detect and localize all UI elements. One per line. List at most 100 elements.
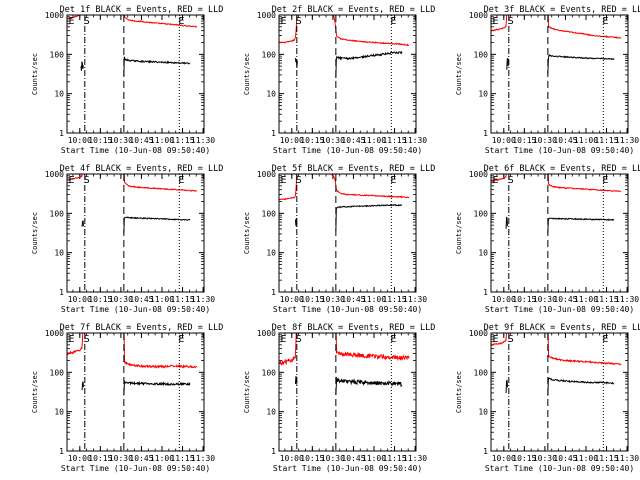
marker-label: E <box>69 175 75 186</box>
x-tick-label: 11:30 <box>615 136 639 145</box>
y-tick-label: 100 <box>474 368 489 377</box>
marker-label: S <box>84 16 90 27</box>
x-tick-label: 11:15 <box>382 136 406 145</box>
panel-det-7: Det 7f BLACK = Events, RED = LLD Counts/s… <box>31 323 224 473</box>
x-tick-label: 11:00 <box>362 454 386 463</box>
x-tick-label: 11:15 <box>594 295 618 304</box>
x-tick-label: 10:45 <box>129 454 153 463</box>
marker-label: E <box>390 16 396 27</box>
y-tick-label: 1 <box>483 288 488 297</box>
x-axis-label: Start Time (10-Jun-08 09:50:40) <box>485 146 634 155</box>
plot-area <box>491 174 622 292</box>
y-tick-label: 1 <box>271 129 276 138</box>
x-tick-label: 10:00 <box>280 454 304 463</box>
x-tick-label: 10:15 <box>512 136 536 145</box>
lld-series-line <box>491 174 622 193</box>
plot-area <box>491 15 622 133</box>
lld-series-line <box>67 333 197 369</box>
x-tick-label: 11:30 <box>403 454 427 463</box>
marker-label: E <box>493 16 499 27</box>
events-series-line <box>547 377 615 396</box>
y-axis-label: Counts/sec <box>31 371 39 413</box>
marker-label: E <box>602 175 608 186</box>
y-tick-label: 100 <box>50 50 65 59</box>
x-tick-label: 11:15 <box>382 295 406 304</box>
y-tick-label: 100 <box>262 209 277 218</box>
y-tick-label: 1000 <box>469 170 488 179</box>
lld-series-line <box>491 15 622 39</box>
x-tick-label: 10:00 <box>68 454 92 463</box>
panel-det-4: Det 4f BLACK = Events, RED = LLD Counts/s… <box>31 164 223 314</box>
x-tick-label: 10:30 <box>321 136 345 145</box>
x-axis-label: Start Time (10-Jun-08 09:50:40) <box>61 464 210 473</box>
panel-det-1: Det 1f BLACK = Events, RED = LLD Counts/s… <box>31 5 224 155</box>
y-tick-label: 100 <box>50 209 65 218</box>
x-tick-label: 10:45 <box>129 136 153 145</box>
x-tick-label: 10:00 <box>68 136 92 145</box>
x-tick-label: 11:00 <box>362 136 386 145</box>
x-tick-label: 10:15 <box>88 136 112 145</box>
x-tick-label: 10:00 <box>280 136 304 145</box>
plot-area <box>279 15 410 133</box>
events-series-line <box>123 56 191 77</box>
marker-label: S <box>296 175 302 186</box>
marker-label: E <box>493 334 499 345</box>
events-series-line <box>505 216 509 230</box>
y-axis-label: Counts/sec <box>243 212 251 254</box>
x-tick-label: 10:00 <box>492 136 516 145</box>
x-tick-label: 10:15 <box>300 295 324 304</box>
y-tick-label: 10 <box>54 408 64 417</box>
chart-title: Det 1f BLACK = Events, RED = LLD <box>60 5 224 15</box>
marker-label: E <box>493 175 499 186</box>
x-tick-label: 10:15 <box>300 454 324 463</box>
x-tick-label: 11:30 <box>191 295 215 304</box>
plot-area <box>67 15 198 133</box>
marker-label: E <box>602 334 608 345</box>
axes-frame <box>278 332 417 452</box>
chart-title: Det 7f BLACK = Events, RED = LLD <box>60 323 224 333</box>
x-tick-label: 11:15 <box>594 454 618 463</box>
x-tick-label: 11:00 <box>574 136 598 145</box>
panel-det-6: Det 6f BLACK = Events, RED = LLD Counts/s… <box>455 164 640 314</box>
x-tick-label: 10:15 <box>512 295 536 304</box>
marker-label: S <box>508 334 514 345</box>
x-axis-label: Start Time (10-Jun-08 09:50:40) <box>273 464 422 473</box>
y-tick-label: 1 <box>271 447 276 456</box>
events-series-line <box>335 50 403 79</box>
x-tick-label: 10:45 <box>341 136 365 145</box>
lld-series-line <box>279 333 410 366</box>
y-tick-label: 10 <box>54 90 64 99</box>
y-tick-label: 1000 <box>257 329 276 338</box>
y-tick-label: 1 <box>483 447 488 456</box>
marker-label: S <box>84 175 90 186</box>
marker-label: E <box>602 16 608 27</box>
y-tick-label: 1000 <box>469 329 488 338</box>
y-tick-label: 10 <box>266 249 276 258</box>
marker-label: E <box>178 334 184 345</box>
lld-series-line <box>67 174 198 192</box>
chart-title: Det 5f BLACK = Events, RED = LLD <box>272 164 436 174</box>
y-axis-label: Counts/sec <box>455 371 463 413</box>
marker-label: E <box>390 175 396 186</box>
y-axis-label: Counts/sec <box>31 53 39 95</box>
y-axis-label: Counts/sec <box>31 212 39 254</box>
chart-title: Det 2f BLACK = Events, RED = LLD <box>272 5 436 15</box>
y-tick-label: 100 <box>474 50 489 59</box>
x-tick-label: 10:30 <box>533 136 557 145</box>
y-tick-label: 1000 <box>45 170 64 179</box>
x-tick-label: 11:00 <box>362 295 386 304</box>
lld-series-line <box>279 174 410 201</box>
x-tick-label: 11:15 <box>594 136 618 145</box>
events-series-line <box>335 203 403 231</box>
x-tick-label: 10:30 <box>109 136 133 145</box>
y-tick-label: 1000 <box>469 11 488 20</box>
x-tick-label: 10:45 <box>553 136 577 145</box>
y-axis-label: Counts/sec <box>243 371 251 413</box>
y-tick-label: 10 <box>478 408 488 417</box>
axes-frame <box>490 14 629 134</box>
y-tick-label: 100 <box>474 209 489 218</box>
y-tick-label: 10 <box>478 249 488 258</box>
x-axis-label: Start Time (10-Jun-08 09:50:40) <box>485 464 634 473</box>
x-tick-label: 11:00 <box>150 136 174 145</box>
